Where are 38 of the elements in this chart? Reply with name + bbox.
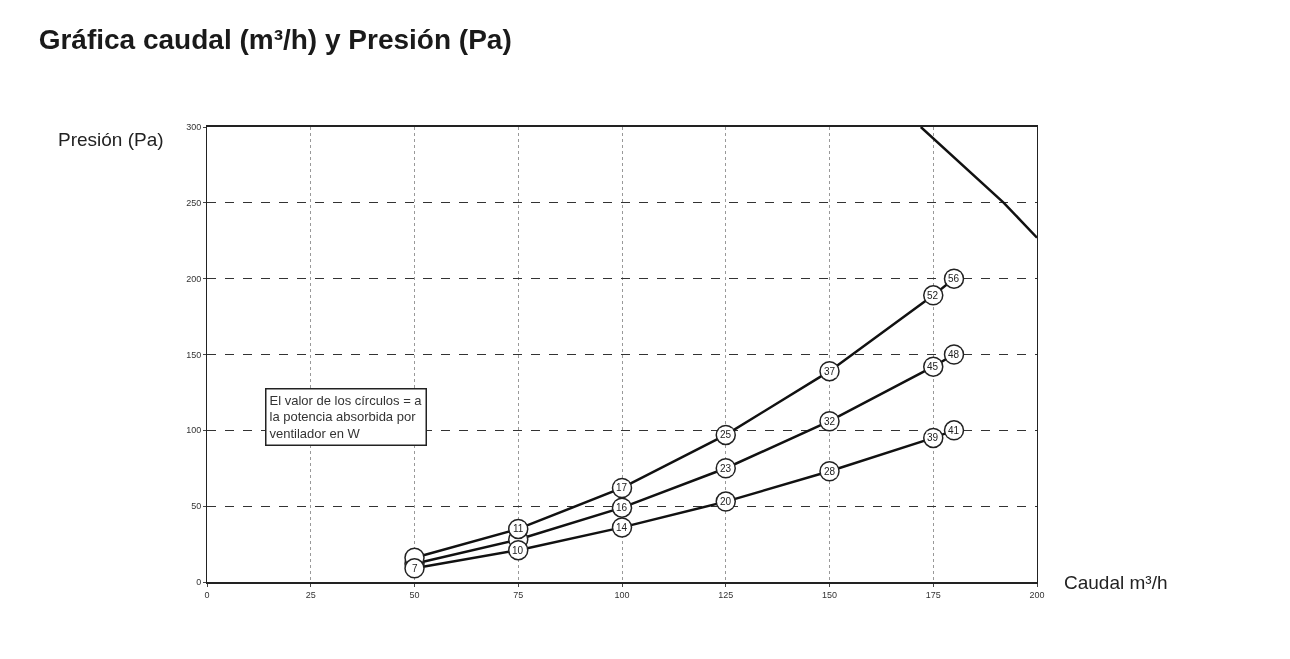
x-tick-label: 100 [614, 589, 630, 600]
annotation: El valor de los círculos = a la potencia absorbida por ventilador en W [269, 392, 423, 442]
x-tick-label: 175 [925, 589, 941, 600]
annotation: 48 [948, 349, 960, 360]
annotation: 16 [616, 502, 628, 513]
y-axis-title: Presión (Pa) [58, 129, 164, 150]
y-tick-label: 200 [186, 273, 202, 284]
annotation: 41 [948, 425, 960, 436]
y-tick-label: 300 [186, 122, 202, 133]
y-tick-label: 100 [186, 425, 202, 436]
annotation: 56 [948, 273, 960, 284]
x-tick-label: 75 [513, 589, 524, 600]
x-tick-label: 150 [821, 589, 838, 600]
y-tick-label: 50 [191, 501, 202, 512]
y-tick-label: 0 [196, 577, 202, 588]
annotation: 25 [720, 429, 732, 440]
x-tick-label: 200 [1029, 589, 1045, 600]
annotation: 14 [616, 522, 628, 533]
annotation: 37 [824, 366, 836, 377]
x-tick-label: 125 [718, 589, 734, 600]
x-tick-label: 50 [409, 589, 420, 600]
annotation: 45 [927, 361, 939, 372]
annotation: 32 [824, 416, 836, 427]
annotation: 20 [720, 496, 732, 507]
annotation: 28 [824, 466, 836, 477]
annotation: 7 [412, 563, 418, 574]
y-tick-label: 250 [186, 197, 202, 208]
annotation: 10 [512, 545, 524, 556]
x-tick-label: 0 [204, 589, 210, 600]
chart-title: Gráfica caudal (m³/h) y Presión (Pa) [38, 24, 512, 56]
annotation: 23 [720, 463, 732, 474]
annotation: 11 [513, 523, 524, 534]
annotation: 52 [927, 290, 939, 301]
annotation: 17 [616, 482, 628, 493]
annotation: 39 [927, 432, 939, 443]
y-tick-label: 150 [186, 349, 202, 360]
x-axis-title: Caudal m³/h [1064, 572, 1168, 593]
x-tick-label: 25 [305, 589, 316, 600]
